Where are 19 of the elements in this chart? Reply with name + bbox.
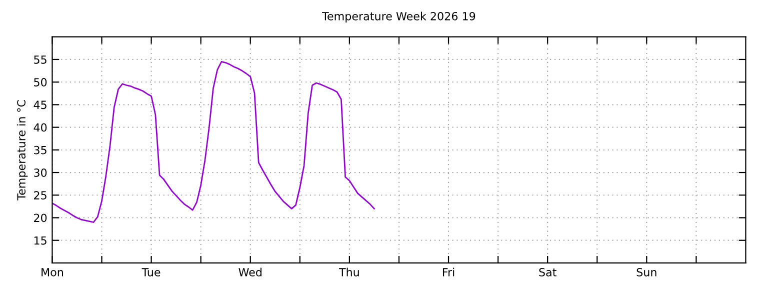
chart-title: Temperature Week 2026 19 <box>322 12 476 23</box>
y-tick-label: 15 <box>34 236 46 245</box>
y-tick-label: 45 <box>34 100 46 110</box>
y-tick-label: 30 <box>34 168 47 177</box>
y-tick-label: 55 <box>34 56 46 64</box>
y-tick-label: 25 <box>34 191 46 200</box>
y-tick-label: 50 <box>34 78 47 86</box>
y-tick-label: 40 <box>34 123 47 132</box>
x-tick-label: Thu <box>338 268 359 276</box>
x-tick-label: Wed <box>238 268 262 276</box>
x-tick-label: Sat <box>539 268 556 276</box>
y-axis-title: Temperature in °C <box>16 100 28 200</box>
y-tick-label: 20 <box>34 214 47 222</box>
x-tick-label: Mon <box>42 268 63 276</box>
y-tick-label: 35 <box>34 146 46 154</box>
x-tick-label: Fri <box>442 268 454 276</box>
line-series <box>52 61 375 223</box>
x-tick-label: Tue <box>142 268 160 276</box>
x-tick-label: Sun <box>636 268 656 276</box>
